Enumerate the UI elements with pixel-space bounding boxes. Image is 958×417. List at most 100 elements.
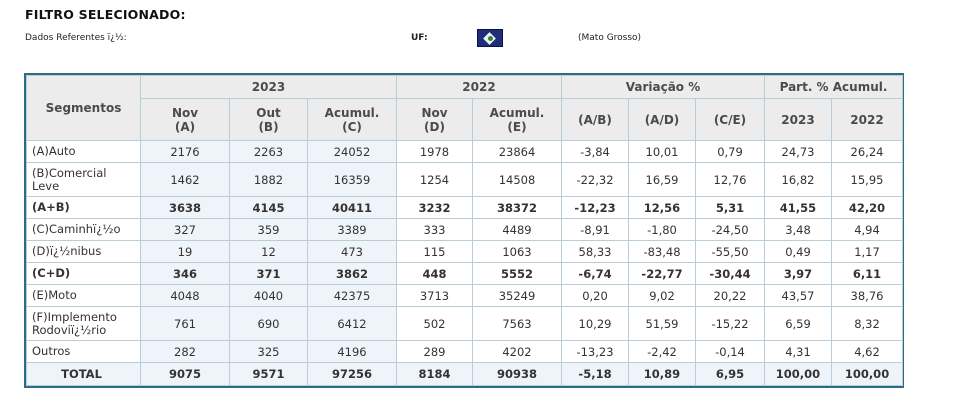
cell-nov-2023: 761 [140,306,230,341]
table-row: (A+B) 3638 4145 40411 3232 38372 -12,23 … [26,196,904,219]
page-title: FILTRO SELECIONADO: [25,7,186,22]
col-header-nov-2023: Nov (A) [140,98,230,141]
cell-nov-2023: 346 [140,262,230,285]
col-header-var-ab: (A/B) [561,98,629,141]
cell-part-2022: 1,17 [830,240,904,263]
cell-var-ce: -24,50 [695,218,765,241]
cell-acumul-2022: 90938 [472,362,562,386]
group-header-2023: 2023 [140,75,397,99]
cell-acumul-2022: 5552 [472,262,562,285]
cell-part-2023: 100,00 [764,362,832,386]
cell-out-2023: 9571 [229,362,308,386]
cell-part-2022: 8,32 [830,306,904,341]
cell-var-ad: 10,89 [628,362,696,386]
segment-cell: (A)Auto [26,140,141,163]
cell-acumul-2023: 16359 [307,162,397,197]
table-row: (E)Moto 4048 4040 42375 3713 35249 0,20 … [26,284,904,307]
group-header-variacao: Variação % [561,75,765,99]
segments-table-container: Segmentos 2023 2022 Variação % Part. % A… [24,73,904,388]
cell-var-ab: -13,23 [561,340,629,363]
cell-var-ce: -55,50 [695,240,765,263]
cell-acumul-2022: 4489 [472,218,562,241]
table-row: (F)Implemento Rodoviï¿½rio 761 690 6412 5… [26,306,904,341]
segment-cell: Outros [26,340,141,363]
cell-out-2023: 371 [229,262,308,285]
cell-out-2023: 2263 [229,140,308,163]
cell-var-ad: -83,48 [628,240,696,263]
cell-nov-2023: 4048 [140,284,230,307]
col-header-var-ad: (A/D) [628,98,696,141]
cell-var-ab: 10,29 [561,306,629,341]
cell-nov-2022: 3232 [396,196,473,219]
cell-acumul-2022: 7563 [472,306,562,341]
cell-var-ab: -22,32 [561,162,629,197]
cell-var-ad: 10,01 [628,140,696,163]
cell-acumul-2023: 40411 [307,196,397,219]
cell-acumul-2022: 14508 [472,162,562,197]
cell-part-2023: 3,48 [764,218,832,241]
cell-var-ad: -22,77 [628,262,696,285]
cell-part-2023: 0,49 [764,240,832,263]
cell-acumul-2023: 6412 [307,306,397,341]
cell-part-2022: 100,00 [830,362,904,386]
cell-nov-2022: 502 [396,306,473,341]
cell-out-2023: 12 [229,240,308,263]
cell-nov-2022: 1254 [396,162,473,197]
cell-part-2022: 26,24 [830,140,904,163]
cell-var-ab: 0,20 [561,284,629,307]
cell-part-2022: 4,62 [830,340,904,363]
col-header-acumul-2023: Acumul. (C) [307,98,397,141]
segments-table: Segmentos 2023 2022 Variação % Part. % A… [26,75,904,386]
cell-nov-2022: 333 [396,218,473,241]
cell-part-2023: 4,31 [764,340,832,363]
cell-acumul-2023: 3389 [307,218,397,241]
segment-cell: (D)ï¿½nibus [26,240,141,263]
cell-nov-2022: 8184 [396,362,473,386]
cell-acumul-2022: 38372 [472,196,562,219]
cell-acumul-2023: 3862 [307,262,397,285]
dados-referentes-label: Dados Referentes ï¿½: [25,33,127,43]
cell-part-2023: 3,97 [764,262,832,285]
col-header-nov-2022: Nov (D) [396,98,473,141]
cell-var-ab: -12,23 [561,196,629,219]
table-row: (B)Comercial Leve 1462 1882 16359 1254 14… [26,162,904,197]
cell-nov-2023: 327 [140,218,230,241]
cell-acumul-2023: 42375 [307,284,397,307]
cell-out-2023: 4040 [229,284,308,307]
segment-cell: (C+D) [26,262,141,285]
cell-var-ad: 12,56 [628,196,696,219]
cell-acumul-2022: 1063 [472,240,562,263]
group-header-2022: 2022 [396,75,562,99]
uf-label: UF: [411,33,428,43]
table-row: (C)Caminhï¿½o 327 359 3389 333 4489 -8,9… [26,218,904,241]
cell-acumul-2023: 97256 [307,362,397,386]
col-header-out-2023: Out (B) [229,98,308,141]
cell-nov-2022: 3713 [396,284,473,307]
table-row: Outros 282 325 4196 289 4202 -13,23 -2,4… [26,340,904,363]
cell-acumul-2023: 473 [307,240,397,263]
segment-cell: (F)Implemento Rodoviï¿½rio [26,306,141,341]
col-header-acumul-2022: Acumul. (E) [472,98,562,141]
cell-nov-2023: 3638 [140,196,230,219]
cell-nov-2023: 2176 [140,140,230,163]
segment-cell: (C)Caminhï¿½o [26,218,141,241]
cell-var-ce: 0,79 [695,140,765,163]
cell-var-ce: 6,95 [695,362,765,386]
cell-nov-2022: 448 [396,262,473,285]
segment-cell: (B)Comercial Leve [26,162,141,197]
cell-acumul-2023: 4196 [307,340,397,363]
cell-nov-2022: 289 [396,340,473,363]
table-total-row: TOTAL 9075 9571 97256 8184 90938 -5,18 1… [26,362,904,386]
cell-var-ad: 51,59 [628,306,696,341]
cell-out-2023: 690 [229,306,308,341]
cell-acumul-2022: 23864 [472,140,562,163]
cell-nov-2022: 115 [396,240,473,263]
cell-nov-2023: 9075 [140,362,230,386]
cell-part-2022: 38,76 [830,284,904,307]
segmentos-header: Segmentos [26,75,141,141]
cell-part-2022: 4,94 [830,218,904,241]
cell-acumul-2022: 4202 [472,340,562,363]
cell-part-2022: 15,95 [830,162,904,197]
cell-var-ce: -0,14 [695,340,765,363]
cell-out-2023: 1882 [229,162,308,197]
